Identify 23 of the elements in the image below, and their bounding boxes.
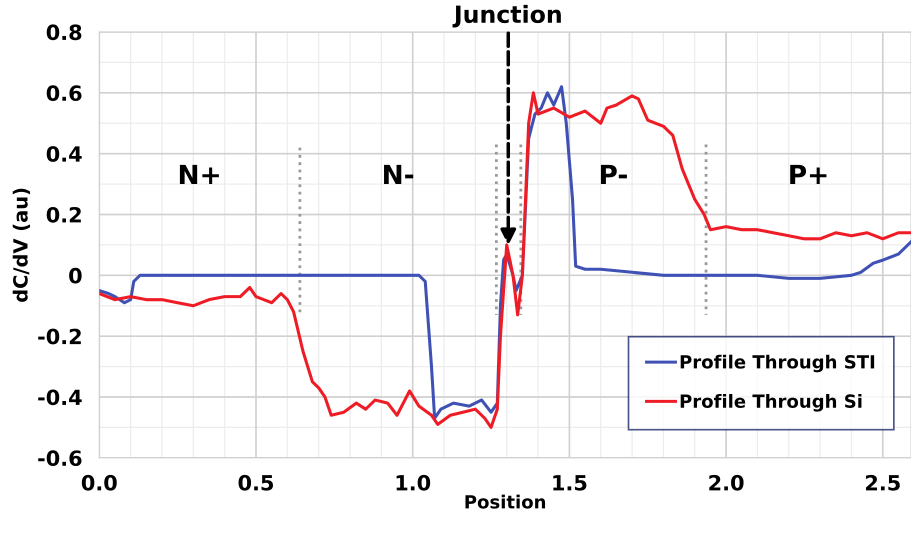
y-tick-label: 0 xyxy=(69,268,82,284)
y-tick-label: 0.4 xyxy=(46,146,82,162)
y-tick-label: -0.4 xyxy=(38,389,82,406)
y-tick-label: 0.6 xyxy=(46,85,82,102)
y-tick-label: -0.6 xyxy=(38,450,82,466)
annotation: N- xyxy=(384,164,414,184)
y-tick-label: -0.2 xyxy=(38,328,81,344)
annotation: N+ xyxy=(180,164,219,184)
x-axis-title: Position xyxy=(465,494,546,509)
legend-label: Profile Through STI xyxy=(680,354,874,372)
annotation: P+ xyxy=(790,164,826,184)
annotation: P- xyxy=(600,164,627,184)
x-tick-label: 0.5 xyxy=(238,474,273,491)
y-tick-label: 0.2 xyxy=(46,206,81,223)
x-tick-label: 1.5 xyxy=(553,475,586,491)
legend-label: Profile Through Si xyxy=(680,394,862,412)
x-tick-label: 1.0 xyxy=(396,474,430,491)
x-tick-label: 0.0 xyxy=(82,474,117,491)
y-axis-title: dC/dV (au) xyxy=(12,188,30,302)
y-tick-label: 0.8 xyxy=(46,24,82,40)
annotation: Junction xyxy=(452,4,561,28)
x-tick-label: 2.0 xyxy=(709,474,744,491)
x-tick-label: 2.5 xyxy=(866,474,900,491)
